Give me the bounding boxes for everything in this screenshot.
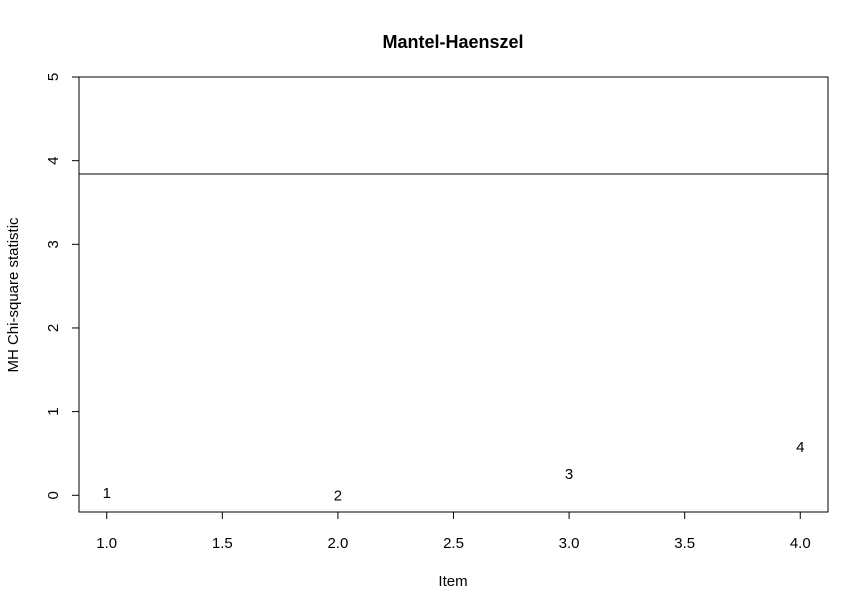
point-label: 1 — [103, 485, 111, 502]
point-label: 4 — [796, 439, 804, 456]
chart-title: Mantel-Haenszel — [382, 32, 523, 52]
x-axis: 1.0 1.5 2.0 2.5 3.0 3.5 4.0 — [96, 511, 811, 552]
x-tick-label: 4.0 — [790, 535, 811, 552]
plot-frame — [78, 76, 829, 513]
y-tick-label: 0 — [45, 491, 62, 499]
x-tick-label: 2.0 — [327, 535, 348, 552]
y-tick-label: 2 — [45, 324, 62, 332]
point-label: 2 — [334, 488, 342, 505]
x-axis-label: Item — [438, 573, 467, 590]
x-tick-label: 3.0 — [559, 535, 580, 552]
y-axis: 0 1 2 3 4 5 — [45, 73, 80, 499]
y-tick-label: 1 — [45, 407, 62, 415]
x-tick-label: 1.0 — [96, 535, 117, 552]
x-tick-label: 2.5 — [443, 535, 464, 552]
y-tick-label: 3 — [45, 240, 62, 248]
point-label: 3 — [565, 466, 573, 483]
x-tick-label: 1.5 — [212, 535, 233, 552]
point-labels: 1 2 3 4 — [103, 439, 805, 505]
y-tick-label: 4 — [45, 156, 62, 164]
y-axis-label: MH Chi-square statistic — [5, 217, 22, 373]
y-tick-label: 5 — [45, 73, 62, 81]
x-tick-label: 3.5 — [674, 535, 695, 552]
